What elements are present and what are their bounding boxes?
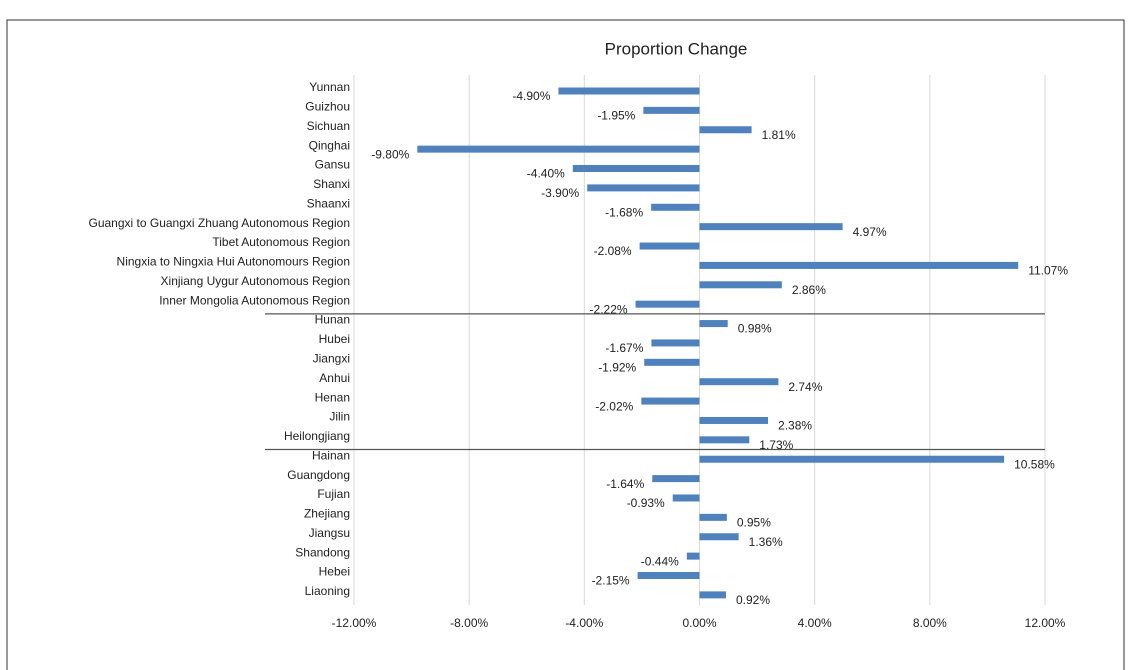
bar — [652, 475, 700, 483]
bar — [686, 552, 700, 560]
data-label: -4.40% — [527, 167, 565, 181]
x-tick-label: 4.00% — [798, 616, 832, 630]
data-label: -1.92% — [598, 360, 636, 374]
bar — [637, 572, 700, 579]
data-label: -3.90% — [541, 186, 579, 200]
bar — [644, 358, 700, 366]
y-tick-label: Inner Mongolia Autonomous Region — [159, 293, 350, 307]
data-label: 11.07% — [1028, 264, 1068, 278]
data-label: 0.98% — [738, 322, 772, 336]
data-label: 10.58% — [1014, 457, 1055, 471]
x-tick-label: 12.00% — [1025, 616, 1066, 630]
data-label: -4.90% — [512, 89, 550, 103]
bar — [639, 242, 700, 250]
data-label: 0.92% — [736, 593, 770, 607]
y-tick-label: Hainan — [312, 448, 350, 462]
frame — [6, 19, 1125, 670]
data-label: -2.08% — [594, 244, 632, 258]
data-label: -2.15% — [592, 574, 630, 588]
bar — [699, 533, 739, 541]
data-label: 1.73% — [759, 438, 793, 452]
data-label: -1.68% — [605, 205, 643, 219]
data-label: -2.22% — [590, 302, 628, 316]
y-tick-label: Jiangsu — [309, 526, 350, 540]
y-tick-label: Guizhou — [305, 100, 350, 114]
bar — [558, 87, 700, 95]
y-tick-label: Hunan — [315, 313, 350, 327]
chart-title: Proportion Change — [605, 39, 748, 58]
bar — [572, 165, 700, 173]
y-tick-label: Ningxia to Ningxia Hui Autonomours Regio… — [117, 255, 350, 269]
bar — [651, 339, 700, 347]
y-tick-label: Hubei — [319, 332, 350, 346]
bar — [699, 378, 779, 386]
data-label: 2.38% — [778, 419, 812, 433]
y-tick-label: Guangxi to Guangxi Zhuang Autonomous Reg… — [88, 216, 350, 230]
y-tick-label: Hebei — [319, 565, 350, 579]
data-label: -1.64% — [606, 477, 644, 491]
bar — [587, 184, 700, 192]
y-tick-label: Heilongjiang — [284, 429, 350, 443]
data-label: -1.95% — [597, 109, 635, 123]
y-tick-label: Guangdong — [287, 468, 350, 482]
data-label: 1.81% — [762, 128, 796, 142]
y-tick-label: Jiangxi — [313, 351, 350, 365]
bar — [699, 126, 752, 134]
data-label: -1.67% — [605, 341, 643, 355]
bar — [699, 591, 726, 599]
bar — [672, 494, 700, 502]
y-tick-label: Shandong — [295, 545, 350, 559]
y-tick-label: Jilin — [329, 410, 350, 424]
x-tick-label: -8.00% — [450, 616, 488, 630]
data-label: 1.36% — [749, 535, 783, 549]
bar — [699, 513, 727, 521]
bar — [699, 320, 728, 328]
bar — [643, 106, 700, 114]
bar — [699, 416, 769, 424]
bar — [651, 203, 700, 211]
bar — [417, 145, 700, 153]
bar — [699, 281, 782, 289]
data-label: 2.74% — [788, 380, 822, 394]
x-tick-label: 8.00% — [913, 616, 947, 630]
bar — [699, 436, 750, 444]
bar — [641, 397, 700, 405]
data-label: -2.02% — [595, 399, 633, 413]
y-tick-label: Qinghai — [309, 138, 350, 152]
y-tick-label: Gansu — [315, 158, 350, 172]
y-tick-label: Yunnan — [309, 80, 350, 94]
y-tick-label: Liaoning — [305, 584, 350, 598]
y-tick-label: Shaanxi — [307, 196, 350, 210]
bar — [699, 455, 1005, 463]
y-tick-label: Zhejiang — [304, 507, 350, 521]
y-tick-label: Anhui — [319, 371, 350, 385]
y-tick-label: Xinjiang Uygur Autonomous Region — [161, 274, 350, 288]
data-label: -0.44% — [641, 554, 679, 568]
data-label: -9.80% — [371, 147, 409, 161]
y-tick-label: Shanxi — [313, 177, 350, 191]
x-tick-label: -4.00% — [565, 616, 603, 630]
bar — [635, 300, 700, 308]
bar — [699, 261, 1019, 269]
data-label: 2.86% — [792, 283, 826, 297]
x-tick-label: 0.00% — [682, 616, 716, 630]
y-tick-label: Tibet Autonomous Region — [212, 235, 350, 249]
bar — [699, 223, 843, 231]
x-tick-label: -12.00% — [332, 616, 377, 630]
data-label: 0.95% — [737, 516, 771, 530]
data-label: 4.97% — [853, 225, 887, 239]
data-label: -0.93% — [627, 496, 665, 510]
y-tick-label: Henan — [315, 390, 350, 404]
y-tick-label: Fujian — [317, 487, 350, 501]
y-tick-label: Sichuan — [307, 119, 350, 133]
